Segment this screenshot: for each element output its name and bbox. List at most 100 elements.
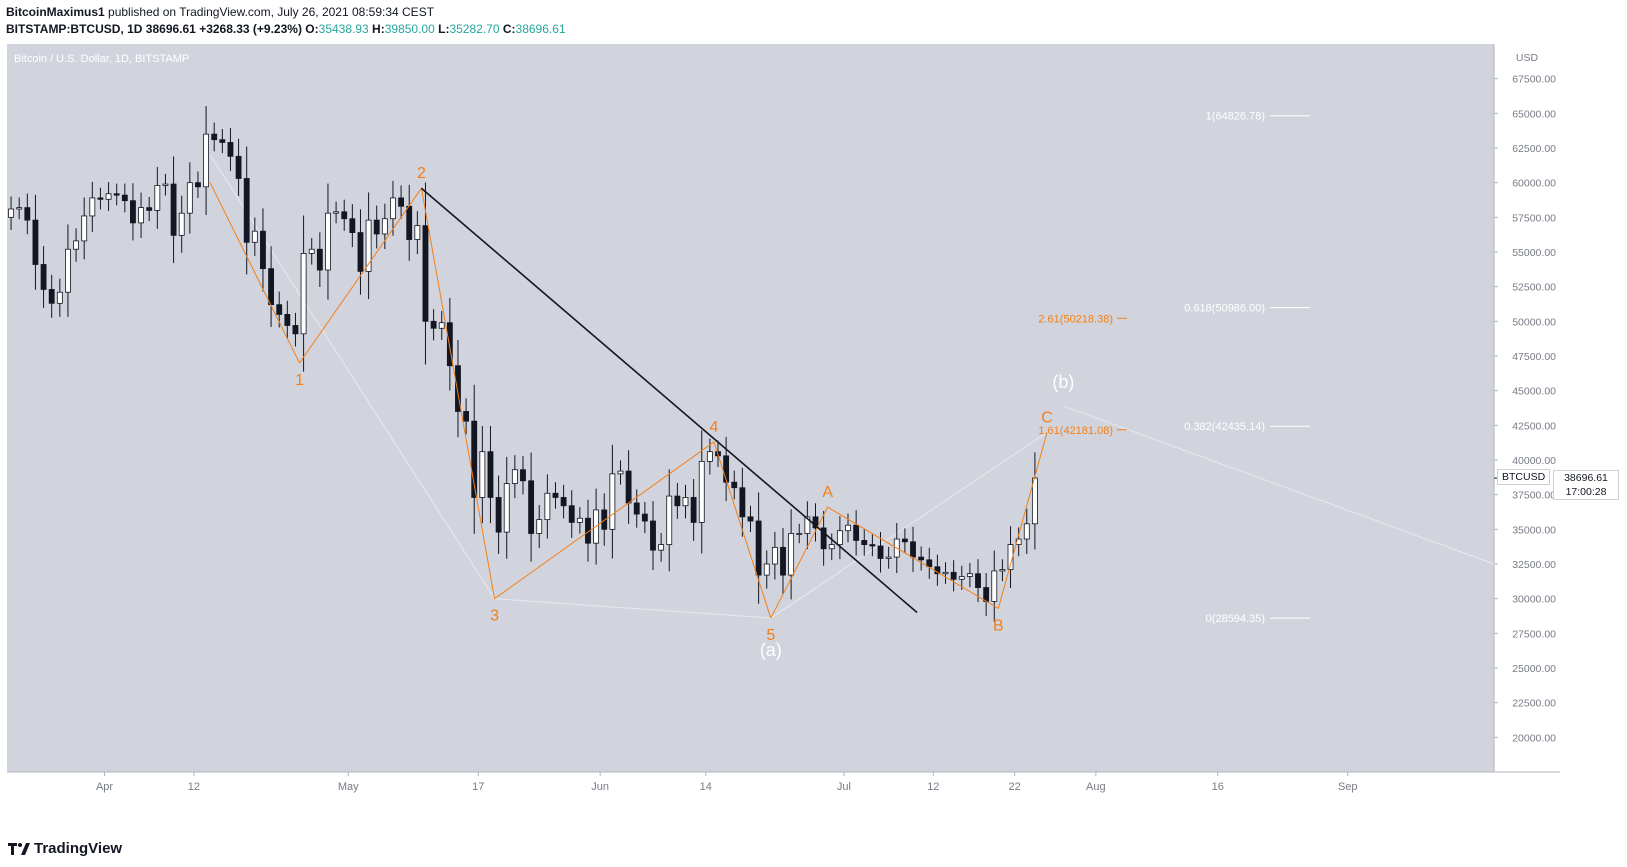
candle-body[interactable] [788, 533, 795, 576]
candle-body[interactable] [8, 208, 14, 218]
candle-body[interactable] [178, 212, 185, 236]
candle-body[interactable] [926, 559, 933, 568]
candle-body[interactable] [24, 207, 31, 221]
candle-body[interactable] [739, 487, 746, 518]
candle-body[interactable] [698, 460, 705, 523]
candle-body[interactable] [446, 322, 453, 367]
price-axis-area[interactable] [1494, 44, 1560, 772]
candle-body[interactable] [414, 225, 421, 240]
candle-body[interactable] [853, 524, 860, 541]
candle-body[interactable] [146, 207, 153, 211]
candle-body[interactable] [276, 304, 283, 315]
candle-body[interactable] [820, 527, 827, 550]
candle-body[interactable] [910, 541, 916, 558]
candle-body[interactable] [162, 183, 169, 186]
candle-body[interactable] [243, 178, 250, 243]
candle-body[interactable] [520, 469, 526, 482]
plot-background[interactable] [7, 44, 1494, 772]
candle-body[interactable] [268, 268, 275, 306]
candle-body[interactable] [706, 451, 713, 462]
candle-body[interactable] [341, 211, 348, 220]
candle-body[interactable] [503, 483, 510, 533]
candle-body[interactable] [836, 530, 843, 545]
candle-body[interactable] [650, 520, 656, 551]
candle-body[interactable] [999, 569, 1006, 572]
candle-body[interactable] [747, 516, 754, 522]
candle-body[interactable] [422, 225, 429, 322]
tradingview-logo[interactable]: TradingView [8, 840, 122, 857]
candle-body[interactable] [292, 325, 299, 335]
candle-body[interactable] [195, 182, 201, 188]
candle-body[interactable] [48, 289, 55, 304]
candle-body[interactable] [438, 322, 445, 329]
candle-body[interactable] [300, 252, 307, 335]
candle-body[interactable] [576, 517, 583, 523]
candle-body[interactable] [983, 587, 990, 602]
candle-body[interactable] [381, 218, 388, 235]
candle-body[interactable] [316, 248, 323, 271]
candle-body[interactable] [186, 182, 193, 214]
candle-body[interactable] [528, 480, 535, 534]
candle-body[interactable] [398, 197, 405, 207]
candle-body[interactable] [771, 546, 778, 565]
candle-body[interactable] [154, 185, 161, 211]
candle-body[interactable] [861, 540, 868, 545]
candle-body[interactable] [755, 520, 762, 576]
candle-body[interactable] [780, 546, 786, 576]
candle-body[interactable] [991, 570, 998, 602]
candle-body[interactable] [235, 155, 242, 179]
candle-body[interactable] [349, 218, 356, 233]
candle-body[interactable] [121, 194, 128, 202]
candle-body[interactable] [804, 516, 811, 534]
candle-body[interactable] [463, 411, 470, 422]
candle-body[interactable] [308, 248, 315, 254]
candle-body[interactable] [950, 571, 957, 580]
symbol-label[interactable]: BITSTAMP:BTCUSD, 1D [6, 22, 143, 36]
candle-body[interactable] [138, 207, 144, 224]
candle-body[interactable] [81, 215, 88, 242]
candle-body[interactable] [455, 365, 461, 412]
candle-body[interactable] [723, 455, 730, 483]
candle-body[interactable] [479, 451, 486, 498]
candle-body[interactable] [511, 469, 518, 484]
candle-body[interactable] [227, 142, 234, 157]
candle-body[interactable] [617, 470, 624, 475]
candle-body[interactable] [901, 538, 908, 543]
candle-body[interactable] [1031, 477, 1038, 525]
candle-body[interactable] [130, 200, 136, 224]
candle-body[interactable] [633, 502, 640, 515]
candle-body[interactable] [56, 291, 63, 304]
candle-body[interactable] [170, 183, 177, 236]
candle-body[interactable] [211, 133, 218, 141]
candle-body[interactable] [390, 197, 396, 220]
candle-body[interactable] [536, 519, 543, 534]
candle-body[interactable] [763, 563, 770, 576]
candle-body[interactable] [869, 544, 876, 547]
candle-body[interactable] [690, 497, 697, 523]
candle-body[interactable] [16, 207, 23, 210]
candle-body[interactable] [430, 320, 437, 329]
candle-body[interactable] [958, 576, 965, 580]
candle-body[interactable] [544, 492, 551, 521]
candle-body[interactable] [357, 232, 364, 272]
candle-body[interactable] [406, 205, 413, 240]
candle-body[interactable] [674, 495, 681, 507]
candle-body[interactable] [97, 197, 104, 200]
candle-body[interactable] [260, 230, 266, 270]
candle-body[interactable] [560, 497, 567, 507]
candle-body[interactable] [89, 197, 96, 217]
candle-body[interactable] [666, 495, 673, 545]
candle-body[interactable] [113, 193, 120, 196]
candle-body[interactable] [625, 470, 632, 504]
candle-body[interactable] [284, 313, 291, 326]
candle-body[interactable] [942, 571, 949, 575]
candle-body[interactable] [568, 505, 575, 523]
descending-trendline[interactable] [420, 187, 918, 614]
candle-body[interactable] [918, 556, 925, 561]
candle-body[interactable] [105, 193, 112, 200]
candle-body[interactable] [975, 573, 981, 588]
candle-body[interactable] [641, 513, 648, 522]
candle-body[interactable] [365, 219, 372, 272]
candle-body[interactable] [966, 573, 973, 577]
